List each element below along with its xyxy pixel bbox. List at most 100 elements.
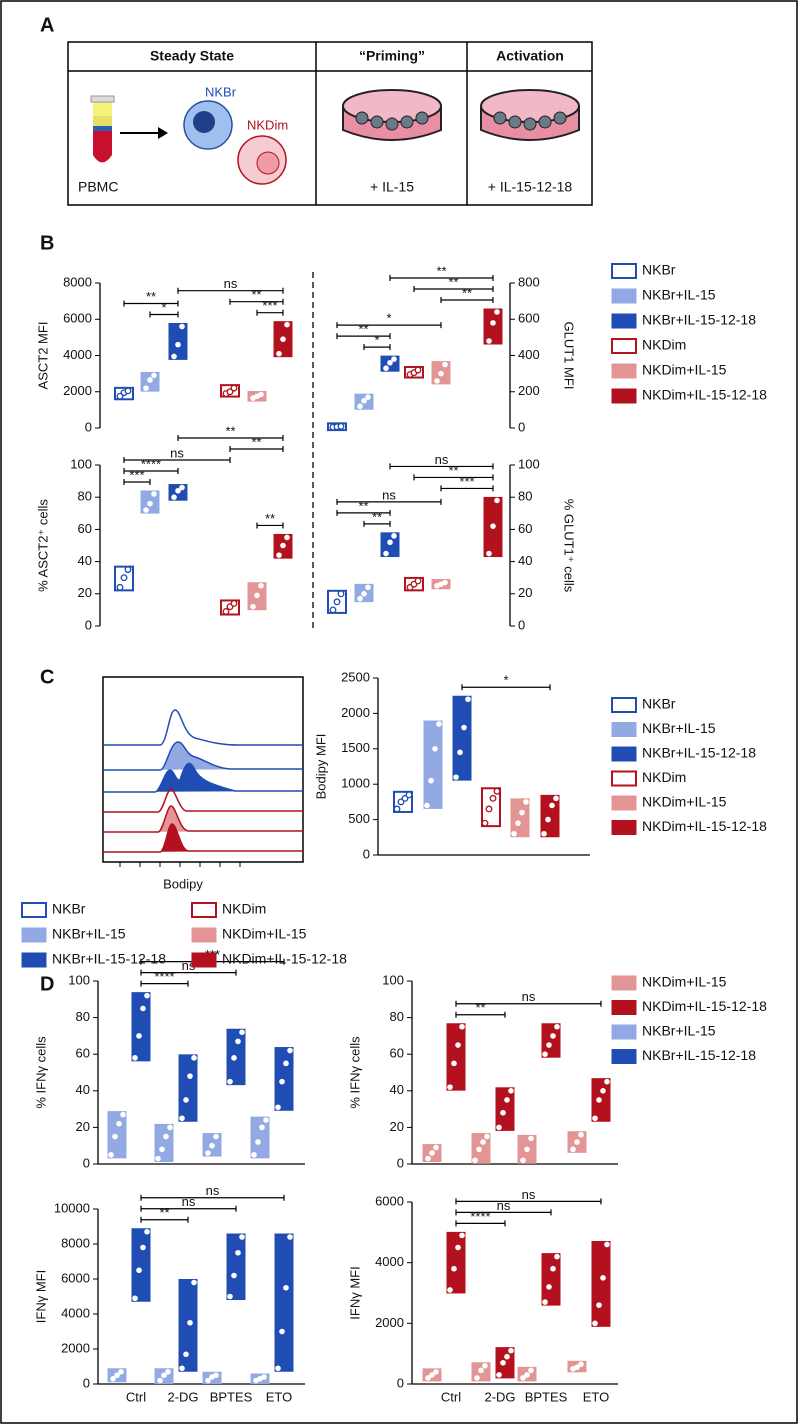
- data-point: [436, 721, 442, 727]
- range-box: [541, 1023, 561, 1058]
- range-box: [541, 1253, 561, 1306]
- y-axis-label: % GLUT1⁺ cells: [562, 499, 577, 593]
- y-axis-label: IFNγ MFI: [347, 1266, 362, 1319]
- y-tick-label: 0: [518, 617, 525, 632]
- histogram: Bodipy: [102, 676, 304, 891]
- histogram-curve: [103, 788, 303, 813]
- significance-bracket: [140, 1194, 285, 1201]
- y-axis-label: % IFNγ cells: [33, 1036, 48, 1109]
- y-tick-label: 400: [518, 347, 540, 362]
- data-point: [447, 1084, 453, 1090]
- y-tick-label: 6000: [375, 1193, 404, 1208]
- data-point: [143, 385, 149, 391]
- data-point: [155, 1155, 161, 1162]
- range-box: [226, 1233, 246, 1300]
- y-tick-label: 2000: [61, 1340, 90, 1355]
- data-point: [476, 1146, 482, 1153]
- significance-bracket: [140, 1205, 237, 1212]
- data-point: [361, 591, 367, 597]
- y-tick-label: 4000: [375, 1254, 404, 1269]
- y-tick-label: 100: [382, 972, 404, 987]
- significance-label: **: [436, 263, 446, 278]
- y-axis-label: % IFNγ cells: [347, 1036, 362, 1109]
- data-point: [383, 550, 389, 557]
- x-tick-label: BPTES: [525, 1389, 568, 1404]
- data-point: [231, 1272, 237, 1279]
- data-point: [484, 1133, 490, 1140]
- y-tick-label: 500: [348, 811, 370, 826]
- range-box: [274, 1233, 294, 1372]
- data-point: [414, 366, 422, 374]
- y-tick-label: 0: [83, 1375, 90, 1390]
- legend-label: NKDim+IL-15: [642, 794, 727, 810]
- legend-label: NKBr+IL-15-12-18: [642, 312, 756, 328]
- data-point: [490, 320, 496, 326]
- data-point: [429, 1372, 435, 1378]
- data-point: [578, 1361, 584, 1368]
- schematic: Steady State “Priming” Activation NKBr N…: [67, 41, 593, 206]
- range-box: [495, 1087, 515, 1131]
- data-point: [391, 533, 397, 539]
- data-point: [116, 583, 124, 591]
- y-tick-label: 40: [78, 553, 92, 568]
- data-point: [147, 500, 153, 507]
- x-tick-label: BPTES: [210, 1389, 253, 1404]
- data-point: [541, 830, 547, 837]
- data-point: [144, 1228, 150, 1235]
- data-point: [428, 777, 434, 784]
- y-tick-label: 80: [518, 489, 532, 504]
- legend-label: NKBr+IL-15: [642, 287, 716, 303]
- significance-bracket: [455, 1011, 506, 1018]
- data-point: [230, 600, 238, 607]
- significance-bracket: [123, 300, 179, 307]
- data-point: [275, 1365, 281, 1372]
- legend-label: NKBr: [642, 262, 676, 278]
- significance-label: **: [251, 434, 261, 449]
- data-point: [496, 1372, 502, 1378]
- y-tick-label: 100: [518, 456, 540, 471]
- y-axis-label: IFNγ MFI: [33, 1270, 48, 1323]
- data-point: [143, 507, 149, 513]
- data-point: [279, 1078, 285, 1085]
- data-point: [542, 1299, 548, 1305]
- range-box: [178, 1279, 198, 1372]
- data-point: [179, 323, 185, 330]
- significance-bracket: [440, 485, 494, 492]
- data-point: [570, 1146, 576, 1153]
- significance-bracket: [389, 275, 494, 281]
- header: Activation: [496, 48, 564, 64]
- data-point: [500, 1109, 506, 1116]
- data-point: [490, 523, 496, 529]
- data-point: [520, 1375, 526, 1381]
- x-tick-label: ETO: [583, 1389, 610, 1404]
- data-point: [183, 1097, 189, 1103]
- legend-label: NKBr: [642, 696, 676, 712]
- dish: [342, 89, 442, 141]
- data-point: [239, 1234, 245, 1240]
- data-point: [455, 1042, 461, 1048]
- legend-swatch: [611, 388, 637, 404]
- data-point: [116, 1120, 122, 1127]
- data-point: [465, 696, 471, 703]
- data-point: [280, 336, 286, 342]
- data-point: [140, 1244, 146, 1251]
- data-point: [259, 1124, 265, 1131]
- significance-bracket: [123, 467, 179, 474]
- data-point: [231, 1055, 237, 1061]
- legend-label: NKDim+IL-15-12-18: [642, 387, 767, 403]
- histogram-tick: [119, 862, 241, 867]
- data-point: [600, 1275, 606, 1281]
- legend-label: NKBr+IL-15-12-18: [52, 951, 166, 967]
- data-point: [255, 1139, 261, 1145]
- source-label: PBMC: [78, 179, 118, 195]
- legend-swatch: [21, 927, 47, 943]
- data-point: [457, 749, 463, 756]
- data-point: [171, 353, 177, 360]
- data-point: [442, 361, 448, 368]
- y-tick-label: 0: [83, 1155, 90, 1170]
- significance-label: **: [251, 287, 261, 302]
- data-point: [478, 1367, 484, 1374]
- y-tick-label: 100: [68, 972, 90, 987]
- significance-label: **: [372, 509, 382, 524]
- data-point: [258, 582, 264, 589]
